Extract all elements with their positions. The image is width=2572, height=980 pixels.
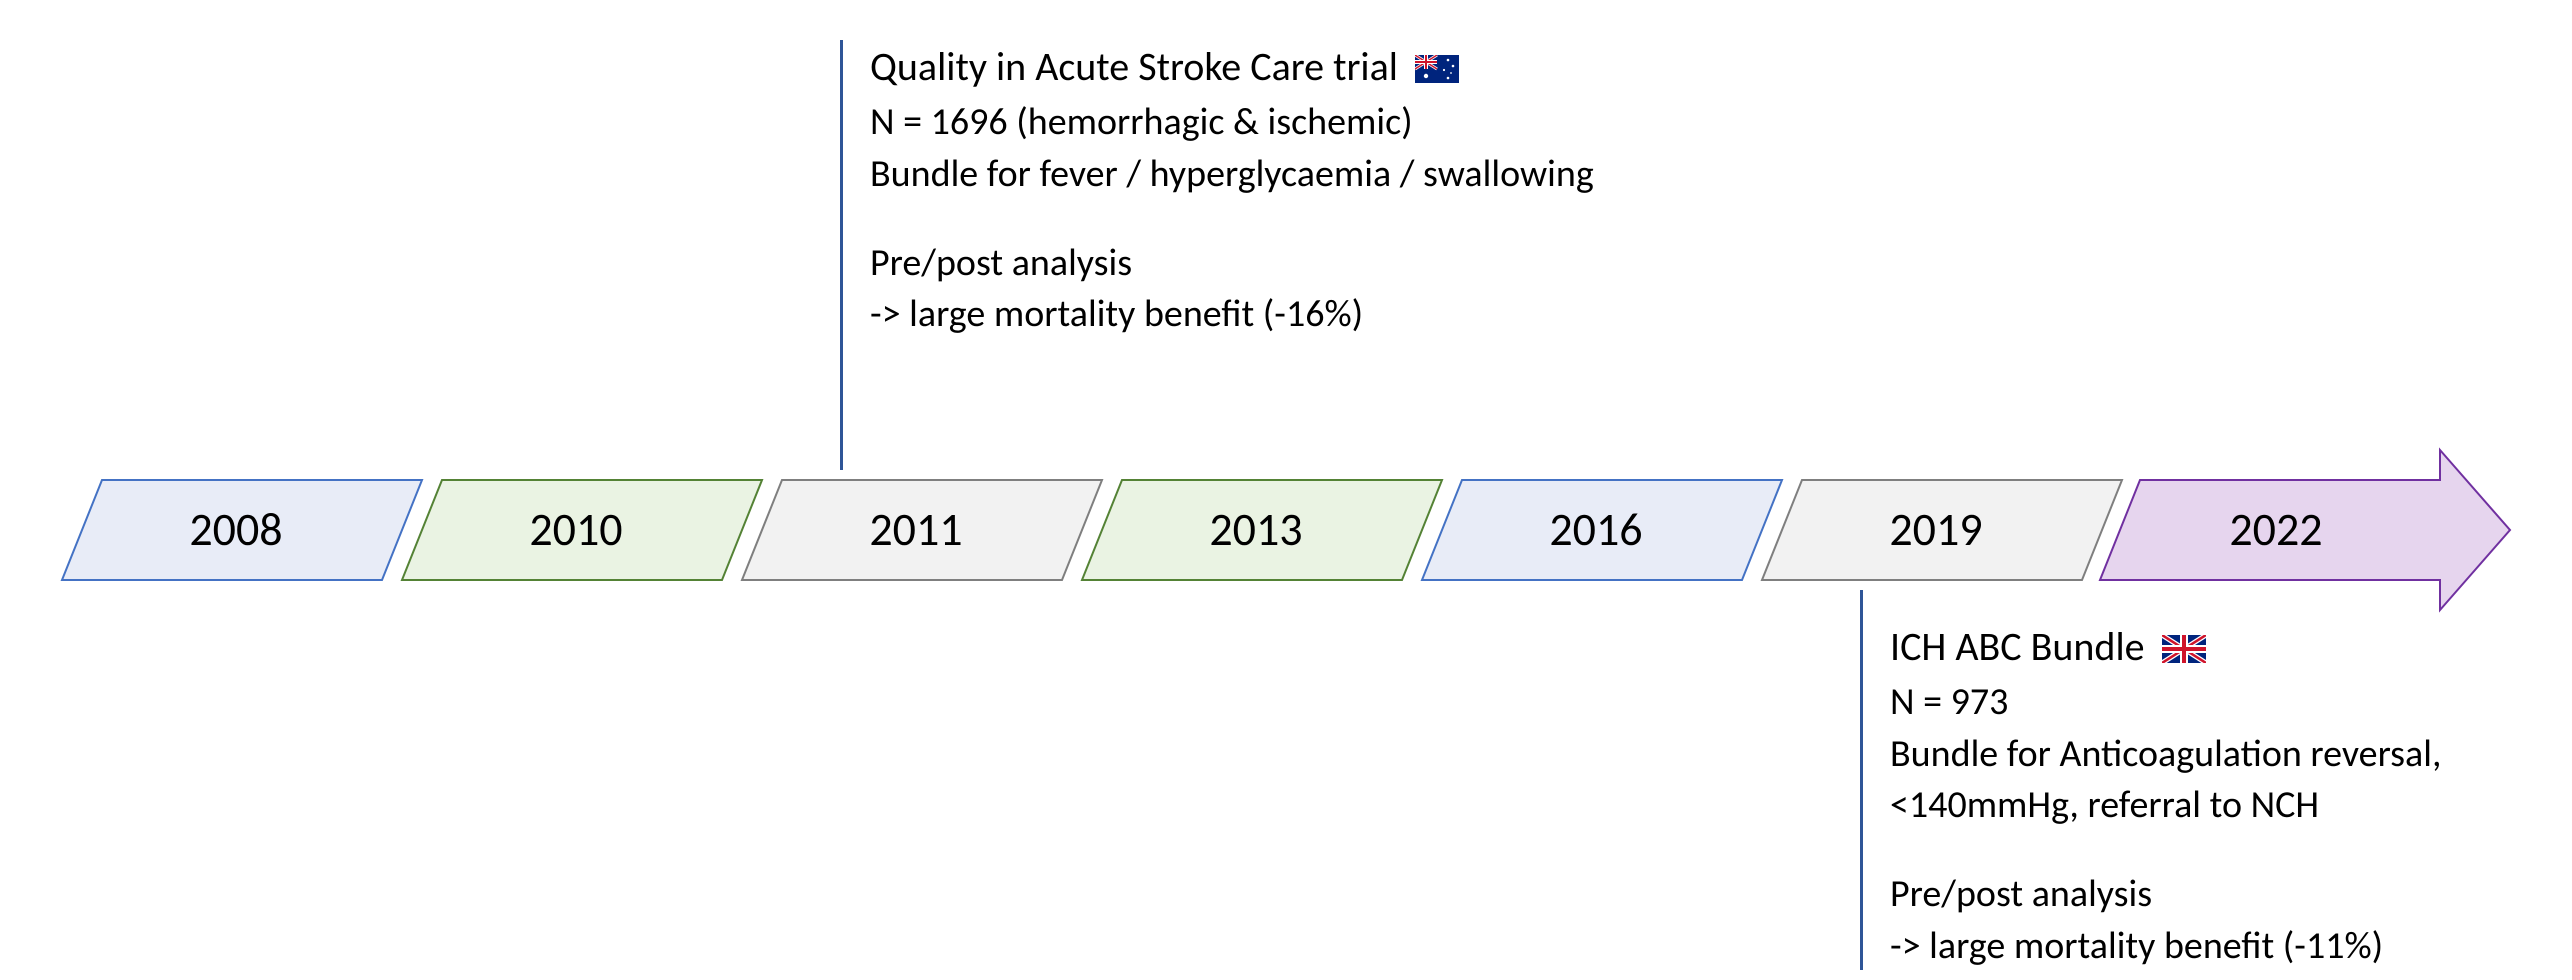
timeline-item-2010: 2010 [400,480,760,580]
callout-connector-qasc [840,40,843,470]
timeline-diagram: Quality in Acute Stroke Care trial [0,0,2572,980]
timeline-year-label: 2008 [76,480,396,580]
flag-au-icon [1415,43,1459,97]
callout-ichabc: ICH ABC Bundle N = 973 Bundle for Antico… [1890,620,2572,972]
timeline-item-2019: 2019 [1760,480,2120,580]
callout-qasc-desc: Bundle for fever / hyperglycaemia / swal… [870,149,2070,200]
timeline-year-label: 2013 [1096,480,1416,580]
callout-ichabc-desc1: Bundle for Anticoagulation reversal, [1890,729,2572,780]
timeline-item-2022: 2022 [2100,480,2490,580]
callout-ichabc-title: ICH ABC Bundle [1890,622,2145,671]
timeline-item-2013: 2013 [1080,480,1440,580]
timeline-year-label: 2016 [1436,480,1756,580]
callout-connector-ichabc [1860,590,1863,970]
callout-qasc-analysis: Pre/post analysis [870,238,2070,289]
timeline-item-2011: 2011 [740,480,1100,580]
flag-gb-icon [2162,623,2206,677]
timeline-year-label: 2011 [756,480,1076,580]
callout-qasc-result: -> large mortality benefit (-16%) [870,289,2070,340]
callout-qasc-title: Quality in Acute Stroke Care trial [870,42,1398,91]
callout-qasc: Quality in Acute Stroke Care trial [870,40,2070,341]
timeline-item-2008: 2008 [60,480,420,580]
timeline-item-2016: 2016 [1420,480,1780,580]
callout-ichabc-analysis: Pre/post analysis [1890,869,2572,920]
callout-ichabc-result: -> large mortality benefit (-11%) [1890,921,2572,972]
timeline-year-label: 2022 [2116,480,2436,580]
timeline-row: 2008201020112013201620192022 [60,480,2500,580]
timeline-year-label: 2019 [1776,480,2096,580]
callout-ichabc-n: N = 973 [1890,677,2572,728]
timeline-year-label: 2010 [416,480,736,580]
callout-qasc-n: N = 1696 (hemorrhagic & ischemic) [870,97,2070,148]
callout-ichabc-desc2: <140mmHg, referral to NCH [1890,780,2572,831]
